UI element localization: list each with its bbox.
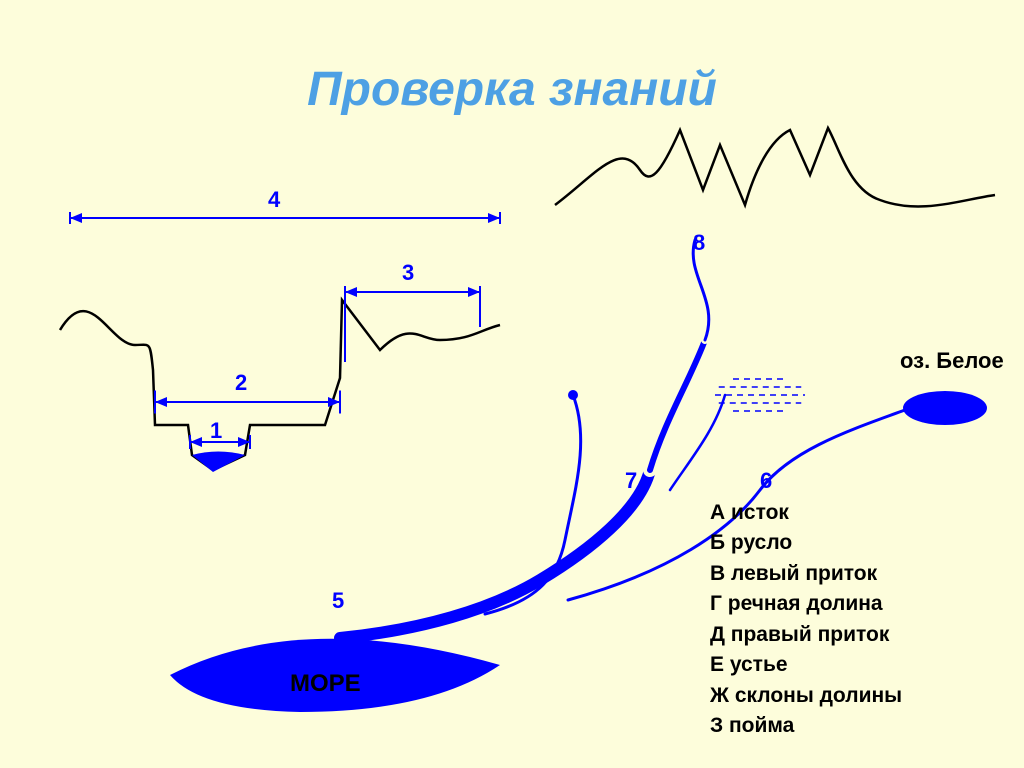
legend-item-g: Г речная долина [710,589,902,619]
legend-item-v: В левый приток [710,559,902,589]
legend-item-d: Д правый приток [710,620,902,650]
label-2: 2 [235,370,247,396]
label-5: 5 [332,588,344,614]
label-6: 6 [760,468,772,494]
label-7: 7 [625,468,637,494]
label-8: 8 [693,230,705,256]
lake-label: оз. Белое [900,348,1004,374]
legend-item-b: Б русло [710,528,902,558]
legend: А исток Б русло В левый приток Г речная … [710,498,902,742]
label-1: 1 [210,418,222,444]
label-3: 3 [402,260,414,286]
legend-item-zh: Ж склоны долины [710,681,902,711]
label-4: 4 [268,187,280,213]
sea-label: МОРЕ [290,670,361,698]
legend-item-e: Е устье [710,650,902,680]
legend-item-z: З пойма [710,711,902,741]
legend-item-a: А исток [710,498,902,528]
